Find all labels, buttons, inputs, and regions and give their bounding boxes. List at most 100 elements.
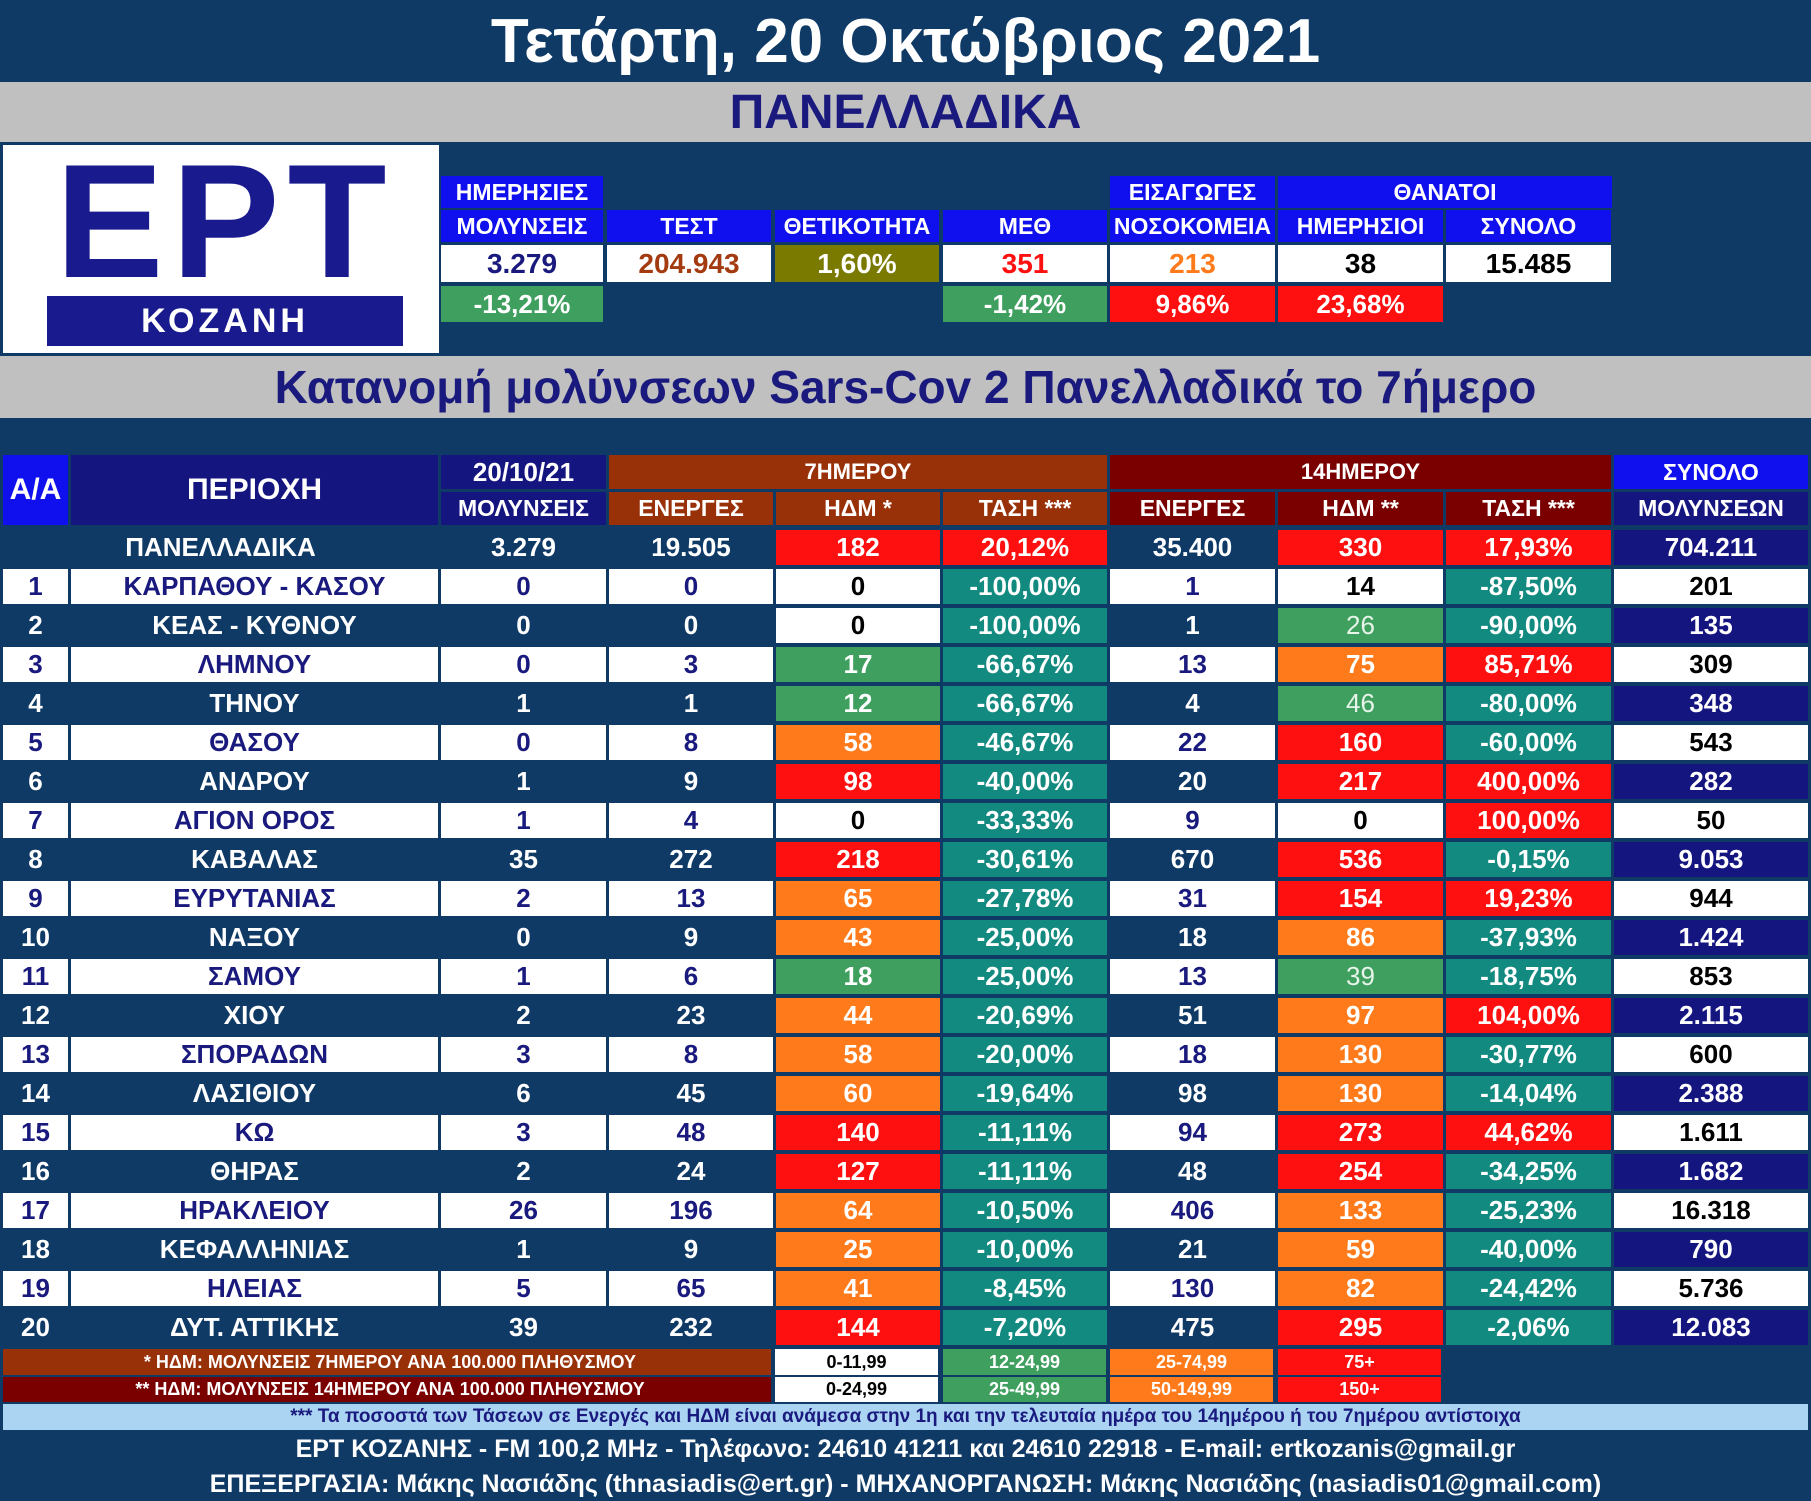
row-20-aa: 20	[21, 1312, 50, 1342]
stat-label-daily-2: ΜΟΛΥΝΣΕΙΣ	[441, 210, 603, 242]
row-16-ndm7: 127	[776, 1154, 940, 1189]
row-10-trend7: -25,00%	[943, 920, 1107, 955]
row-8-ndm14: 536	[1278, 842, 1443, 877]
row-10-total: 1.424	[1614, 920, 1808, 955]
row-2-name: ΚΕΑΣ - ΚΥΘΝΟΥ	[152, 610, 357, 640]
page-title: Τετάρτη, 20 Οκτώβριος 2021	[490, 6, 1321, 76]
row-15-total: 1.611	[1614, 1115, 1808, 1150]
col-header-ndm-14: ΗΔΜ **	[1278, 492, 1443, 525]
row-4-name: ΤΗΝΟΥ	[209, 688, 300, 718]
col-header-fortnight-group: 14ΗΜΕΡΟΥ	[1110, 455, 1611, 489]
row-17-aa: 17	[3, 1193, 68, 1228]
stat-label-deaths-daily: ΗΜΕΡΗΣΙΟΙ	[1278, 210, 1443, 242]
row-8-total: 9.053	[1614, 842, 1808, 877]
row-13-aa: 13	[3, 1037, 68, 1072]
row-2-aa: 2	[28, 610, 43, 640]
row-3-trend7: -66,67%	[943, 647, 1107, 682]
row-5-act14: 22	[1110, 725, 1275, 760]
row-6-act14: 20	[1178, 766, 1207, 796]
national-trend7: 20,12%	[943, 530, 1107, 565]
row-19-name: ΗΛΕΙΑΣ	[71, 1271, 438, 1306]
row-15-name: ΚΩ	[71, 1115, 438, 1150]
row-14-trend7: -19,64%	[943, 1076, 1107, 1111]
row-5-act7: 8	[609, 725, 773, 760]
stat-label-tests: ΤΕΣΤ	[607, 210, 771, 242]
row-15-act14: 94	[1110, 1115, 1275, 1150]
footer-credits: ΕΠΕΞΕΡΓΑΣΙΑ: Μάκης Νασιάδης (thnasiadis@…	[209, 1469, 1602, 1498]
legend-ndm7: * ΗΔΜ: ΜΟΛΥΝΣΕΙΣ 7ΗΜΕΡΟΥ ΑΝΑ 100.000 ΠΛΗ…	[3, 1349, 771, 1375]
row-20-total: 12.083	[1614, 1310, 1808, 1345]
row-18-ndm7: 25	[776, 1232, 940, 1267]
row-9-act7: 13	[609, 881, 773, 916]
row-17-name: ΗΡΑΚΛΕΙΟΥ	[71, 1193, 438, 1228]
row-5-day: 0	[441, 725, 606, 760]
row-16-trend14: -34,25%	[1446, 1154, 1611, 1189]
row-19-act14: 130	[1110, 1271, 1275, 1306]
row-7-aa: 7	[3, 803, 68, 838]
row-9-day: 2	[441, 881, 606, 916]
row-12-day: 2	[516, 1000, 531, 1030]
row-13-act14: 18	[1110, 1037, 1275, 1072]
row-19-day: 5	[441, 1271, 606, 1306]
row-14-name: ΛΑΣΙΘΙΟΥ	[192, 1078, 317, 1108]
row-6-name: ΑΝΔΡΟΥ	[199, 766, 310, 796]
row-2-total: 135	[1614, 608, 1808, 643]
stat-value-deaths-total: 15.485	[1446, 245, 1611, 282]
row-16-name: ΘΗΡΑΣ	[210, 1156, 299, 1186]
logo-wordmark: ΕΡΤ	[55, 153, 395, 291]
row-1-trend14: -87,50%	[1446, 569, 1611, 604]
stat-change-admissions: 9,86%	[1110, 286, 1275, 322]
row-9-ndm14: 154	[1278, 881, 1443, 916]
row-12-ndm7: 44	[776, 998, 940, 1033]
row-11-ndm14: 39	[1278, 959, 1443, 994]
row-9-total: 944	[1614, 881, 1808, 916]
row-18-name: ΚΕΦΑΛΛΗΝΙΑΣ	[159, 1234, 350, 1264]
row-8-aa: 8	[28, 844, 43, 874]
row-2-ndm7: 0	[776, 608, 940, 643]
row-19-ndm7: 41	[776, 1271, 940, 1306]
row-1-name: ΚΑΡΠΑΘΟΥ - ΚΑΣΟΥ	[71, 569, 438, 604]
row-3-act7: 3	[609, 647, 773, 682]
row-14-ndm7: 60	[776, 1076, 940, 1111]
row-2-act14: 1	[1185, 610, 1200, 640]
row-4-ndm14: 46	[1278, 686, 1443, 721]
row-18-ndm14: 59	[1278, 1232, 1443, 1267]
row-10-ndm14: 86	[1278, 920, 1443, 955]
row-14-trend14: -14,04%	[1446, 1076, 1611, 1111]
row-15-act7: 48	[609, 1115, 773, 1150]
stat-change-icu: -1,42%	[943, 286, 1107, 322]
legend-ndm7-label: * ΗΔΜ: ΜΟΛΥΝΣΕΙΣ 7ΗΜΕΡΟΥ ΑΝΑ 100.000 ΠΛΗ…	[143, 1351, 637, 1372]
logo-subtitle: ΚΟΖΑΝΗ	[47, 296, 403, 346]
row-4-act7: 1	[683, 688, 699, 718]
row-9-trend14: 19,23%	[1446, 881, 1611, 916]
stat-label-deaths-total: ΣΥΝΟΛΟ	[1446, 210, 1611, 242]
row-7-total: 50	[1614, 803, 1808, 838]
row-12-act14: 51	[1178, 1000, 1207, 1030]
region-banner: ΠΑΝΕΛΛΑΔΙΚΑ	[0, 82, 1811, 142]
national-act14: 35.400	[1152, 532, 1233, 562]
row-9-act14: 31	[1110, 881, 1275, 916]
row-20-act14: 475	[1170, 1312, 1215, 1342]
row-7-trend7: -33,33%	[943, 803, 1107, 838]
row-11-act7: 6	[609, 959, 773, 994]
row-6-ndm7: 98	[776, 764, 940, 799]
col-header-aa: Α/Α	[3, 455, 68, 525]
row-19-ndm14: 82	[1278, 1271, 1443, 1306]
row-12-trend14: 104,00%	[1446, 998, 1611, 1033]
row-4-trend14: -80,00%	[1446, 686, 1611, 721]
row-8-name: ΚΑΒΑΛΑΣ	[191, 844, 318, 874]
col-header-date: 20/10/21	[441, 455, 606, 489]
national-ndm7: 182	[776, 530, 940, 565]
footnote: *** Τα ποσοστά των Τάσεων σε Ενεργές και…	[3, 1404, 1808, 1430]
stat-label-admissions-1: ΕΙΣΑΓΩΓΕΣ	[1110, 176, 1275, 208]
row-6-ndm14: 217	[1278, 764, 1443, 799]
row-16-act7: 24	[676, 1156, 706, 1186]
row-13-act7: 8	[609, 1037, 773, 1072]
row-6-trend14: 400,00%	[1446, 764, 1611, 799]
col-header-area: ΠΕΡΙΟΧΗ	[71, 455, 438, 525]
stat-label-icu: ΜΕΘ	[943, 210, 1107, 242]
row-20-ndm14: 295	[1278, 1310, 1443, 1345]
col-header-week-group: 7ΗΜΕΡΟΥ	[609, 455, 1107, 489]
row-18-act7: 9	[683, 1234, 699, 1264]
row-7-trend14: 100,00%	[1446, 803, 1611, 838]
